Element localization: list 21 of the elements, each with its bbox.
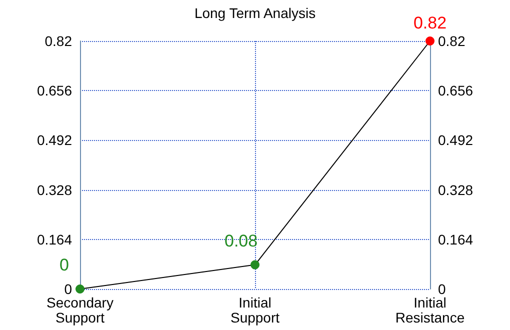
x-tick-label: Initial Resistance: [395, 294, 465, 326]
x-tick-label: Initial Support: [230, 294, 280, 326]
y2-tick-label: 0.656: [438, 82, 474, 99]
y-tick-label: 0.492: [36, 132, 72, 148]
x-tick-label: Secondary Support: [46, 294, 114, 326]
y-tick-label: 0: [64, 281, 72, 297]
y-tick-label: 0.82: [44, 33, 72, 49]
y2-tick-label: 0.492: [438, 132, 474, 148]
y-tick-label: 0.656: [36, 82, 72, 99]
chart-title: Long Term Analysis: [194, 5, 316, 21]
point: [426, 36, 434, 46]
point: [76, 284, 84, 294]
y2-tick-label: 0: [438, 281, 446, 297]
y2-tick-label: 0.328: [438, 182, 474, 198]
y2-tick-label: 0.82: [438, 33, 466, 49]
point: [250, 260, 260, 270]
y-tick-label: 0.328: [36, 182, 72, 198]
y-tick-label: 0.164: [36, 231, 72, 248]
data-label: 0.08: [224, 231, 258, 250]
y2-tick-label: 0.164: [438, 231, 474, 248]
data-label: 0.82: [413, 14, 447, 32]
